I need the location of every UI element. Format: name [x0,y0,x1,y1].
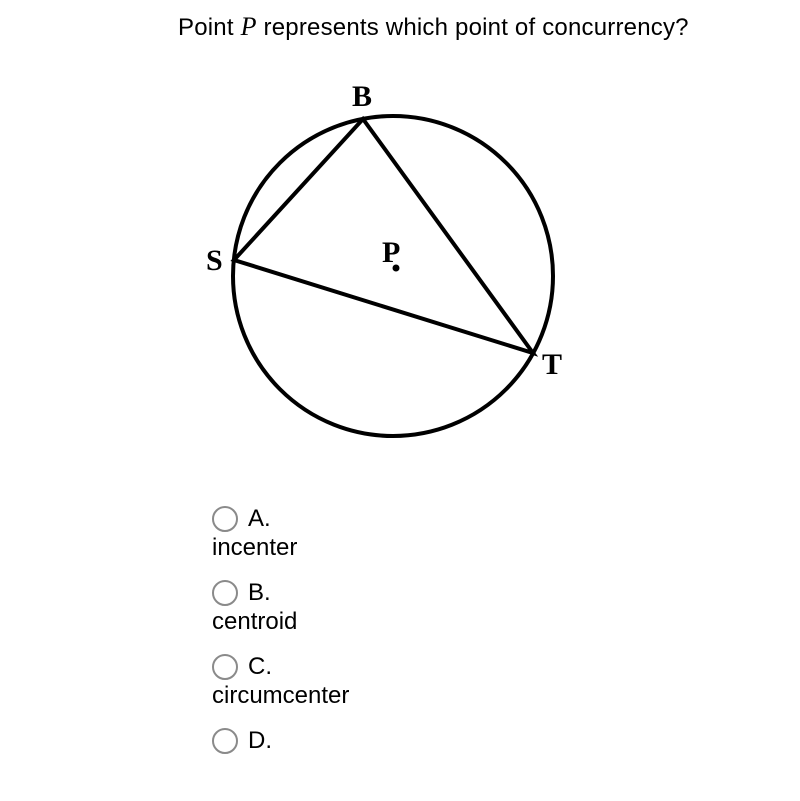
answer-options: A. incenter B. centroid C. circumcenter … [212,502,349,770]
option-a: A. incenter [212,502,349,562]
option-b-text: centroid [212,608,349,636]
option-c: C. circumcenter [212,650,349,710]
center-label-p: P [382,238,400,268]
page-root: Point P represents which point of concur… [0,0,800,801]
question-suffix: represents which point of concurrency? [257,14,689,41]
option-b: B. centroid [212,576,349,636]
radio-icon[interactable] [212,654,238,680]
option-b-row[interactable]: B. [212,576,349,610]
vertex-label-t: T [542,350,562,380]
option-a-letter: A. [248,505,271,533]
option-c-text: circumcenter [212,682,349,710]
question-prefix: Point [178,14,241,41]
option-d-letter: D. [248,727,272,755]
vertex-label-b: B [352,82,372,112]
option-d-row[interactable]: D. [212,724,349,758]
question-variable: P [241,12,257,41]
option-a-text: incenter [212,534,349,562]
radio-icon[interactable] [212,580,238,606]
option-d: D. [212,724,349,758]
option-c-letter: C. [248,653,272,681]
radio-icon[interactable] [212,506,238,532]
option-b-letter: B. [248,579,271,607]
question-text: Point P represents which point of concur… [178,12,689,42]
option-a-row[interactable]: A. [212,502,349,536]
diagram: B S T P [178,50,588,470]
radio-icon[interactable] [212,728,238,754]
vertex-label-s: S [206,246,223,276]
option-c-row[interactable]: C. [212,650,349,684]
